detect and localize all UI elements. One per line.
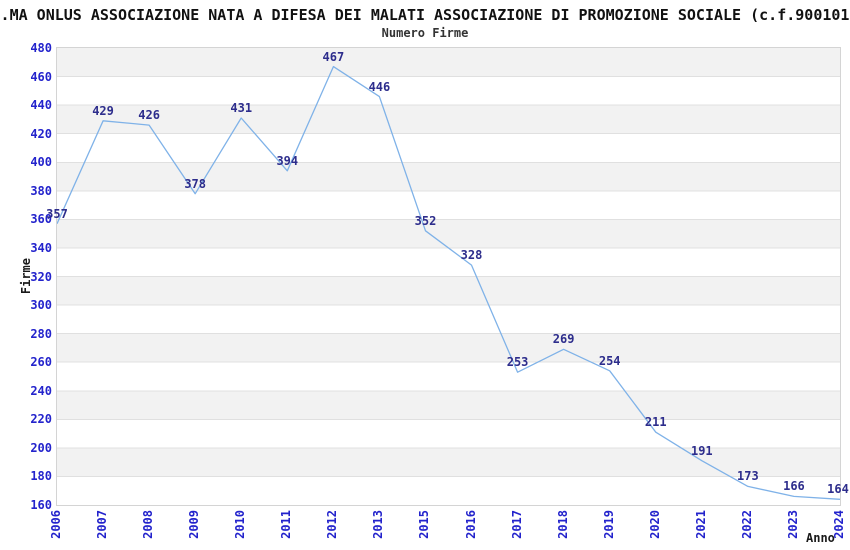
x-tick-label: 2009	[187, 510, 202, 539]
line-series	[57, 65, 840, 500]
x-tick-label: 2018	[555, 510, 570, 539]
data-label: 191	[690, 443, 713, 458]
y-tick-label: 180	[30, 469, 52, 484]
data-label: 429	[92, 103, 114, 118]
plot-band	[57, 133, 840, 163]
data-label: 378	[184, 176, 207, 191]
plot-band	[57, 419, 840, 448]
plot-band	[57, 190, 840, 220]
y-tick-label: 420	[30, 126, 52, 141]
data-label: 166	[783, 479, 805, 494]
data-label: 269	[552, 332, 575, 347]
x-tick-label: 2023	[785, 510, 800, 539]
data-label: 394	[276, 153, 299, 168]
plot-band	[57, 247, 840, 277]
y-tick-label: 220	[30, 412, 52, 427]
chart-subtitle: Numero Firme	[381, 26, 469, 40]
x-tick-label: 2011	[279, 510, 294, 539]
x-tick-label: 2017	[509, 510, 524, 539]
x-tick-label: 2020	[647, 510, 662, 539]
y-tick-label: 440	[30, 98, 52, 113]
x-tick-label: 2008	[141, 510, 156, 539]
plot-band	[57, 48, 840, 77]
plot-band	[57, 305, 840, 334]
y-tick-label: 240	[30, 383, 52, 398]
y-tick-label: 340	[30, 240, 52, 255]
y-tick-label: 360	[30, 212, 52, 227]
data-label: 211	[644, 415, 667, 430]
data-label: 426	[138, 108, 160, 123]
data-label: 467	[322, 49, 345, 64]
plot-band	[57, 447, 840, 477]
x-tick-label: 2007	[95, 510, 110, 539]
y-axis-title: Firme	[19, 258, 33, 295]
plot-band	[57, 219, 840, 248]
data-label: 357	[46, 206, 68, 221]
plot-band	[57, 333, 840, 363]
plot-band	[57, 476, 840, 505]
data-label: 446	[368, 79, 391, 94]
x-tick-label: 2015	[417, 510, 432, 539]
x-tick-label: 2006	[49, 510, 63, 539]
data-label: 173	[737, 469, 759, 484]
y-tick-label: 480	[30, 41, 52, 55]
data-label: 431	[230, 100, 253, 115]
x-tick-label: 2010	[233, 510, 248, 539]
data-label: 253	[506, 355, 529, 370]
x-tick-label: 2016	[463, 510, 478, 539]
y-tick-label: 160	[30, 498, 52, 512]
data-label: 352	[414, 213, 437, 228]
data-label: 164	[827, 482, 849, 497]
y-tick-label: 380	[30, 183, 52, 198]
plot-band	[57, 390, 840, 420]
x-tick-label: 2013	[371, 510, 386, 539]
y-tick-label: 200	[30, 440, 52, 455]
y-tick-label: 460	[30, 69, 52, 84]
plot-band	[57, 276, 840, 306]
y-tick-label: 320	[30, 269, 52, 284]
chart-title: D.MA ONLUS ASSOCIAZIONE NATA A DIFESA DE…	[0, 6, 850, 24]
x-axis-title: Anno	[806, 531, 835, 545]
y-tick-label: 400	[30, 155, 52, 170]
x-tick-label: 2022	[739, 510, 754, 539]
plot-area	[56, 47, 841, 506]
plot-band	[57, 105, 840, 134]
y-tick-label: 260	[30, 355, 52, 370]
plot-band	[57, 362, 840, 391]
data-label: 254	[598, 353, 621, 368]
data-label: 328	[460, 248, 483, 263]
plot-band	[57, 76, 840, 106]
y-tick-label: 280	[30, 326, 52, 341]
x-tick-label: 2019	[601, 510, 616, 539]
y-tick-label: 300	[30, 298, 52, 313]
plot-band	[57, 162, 840, 191]
x-tick-label: 2012	[325, 510, 340, 539]
x-tick-label: 2021	[693, 510, 708, 539]
